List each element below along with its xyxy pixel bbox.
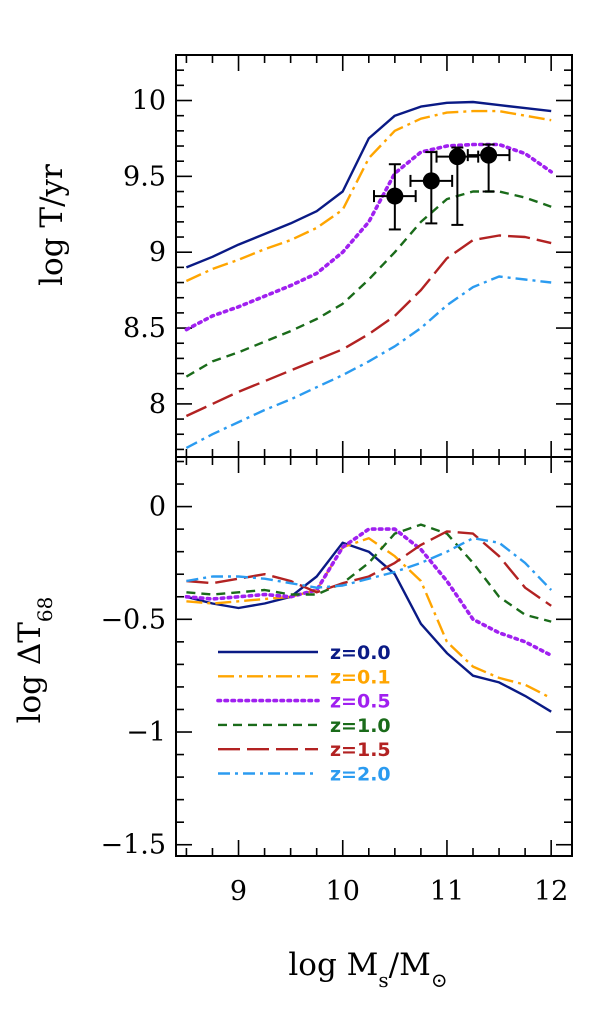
x-tick-label: 12 — [534, 876, 568, 907]
legend-label-z=0.0: z=0.0 — [330, 642, 391, 664]
series-line-z=1.0 — [186, 523, 552, 623]
data-marker — [448, 148, 466, 166]
x-axis-tick-labels: 9 10 11 12 — [230, 876, 568, 907]
x-axis-title: log Ms/M⊙ — [288, 947, 447, 992]
data-point — [466, 143, 511, 193]
x-tick-label: 10 — [326, 876, 360, 907]
legend: z=0.0z=0.1 z=0.5z=1.0z=1.5 z=2.0 — [216, 642, 391, 786]
y-axis-title-bottom: log ΔT68 — [12, 597, 57, 724]
bottom-panel: 0 −0.5 −1 −1.5 — [100, 456, 573, 861]
y-tick-label: 8 — [149, 389, 166, 420]
y-tick-label: −0.5 — [100, 604, 166, 635]
data-marker — [386, 187, 404, 205]
panel-frame — [175, 54, 573, 458]
x-tick-label: 11 — [430, 876, 464, 907]
y-tick-label: −1.5 — [100, 830, 166, 861]
series-line-z=2.0 — [186, 537, 553, 591]
series-line-z=0.0 — [186, 541, 552, 713]
legend-label-z=0.5: z=0.5 — [330, 691, 391, 713]
y-tick-label: 0 — [149, 492, 166, 523]
data-marker — [480, 146, 498, 164]
data-point — [435, 146, 480, 226]
series-line-z=2.0 — [185, 275, 552, 449]
legend-label-z=0.1: z=0.1 — [330, 666, 391, 688]
y-tick-label: 8.5 — [123, 313, 166, 344]
series-line-z=1.5 — [185, 234, 552, 418]
y-axis-title-top: log T/yr — [34, 164, 70, 286]
data-point — [373, 163, 417, 231]
axis-titles: log Ms/M⊙ log T/yr log ΔT68 — [12, 164, 448, 992]
series-line-z=0.1 — [185, 109, 552, 283]
data-point — [409, 151, 454, 225]
y-tick-label: 9.5 — [123, 161, 166, 192]
y-tick-label: 10 — [132, 86, 166, 117]
top-panel: 8 8.5 9 9.5 10 — [123, 54, 573, 458]
data-marker — [422, 172, 440, 190]
legend-label-z=1.0: z=1.0 — [330, 715, 391, 737]
x-tick-label: 9 — [230, 876, 247, 907]
y-tick-label: −1 — [126, 717, 166, 748]
legend-label-z=1.5: z=1.5 — [330, 739, 391, 761]
series-line-z=0.0 — [185, 100, 552, 269]
series-line-z=0.1 — [186, 537, 552, 700]
panel-frame — [175, 456, 573, 857]
legend-label-z=2.0: z=2.0 — [330, 764, 391, 786]
series-lines — [184, 523, 554, 713]
y-tick-label: 9 — [149, 237, 166, 268]
series-line-z=0.5 — [184, 527, 554, 658]
